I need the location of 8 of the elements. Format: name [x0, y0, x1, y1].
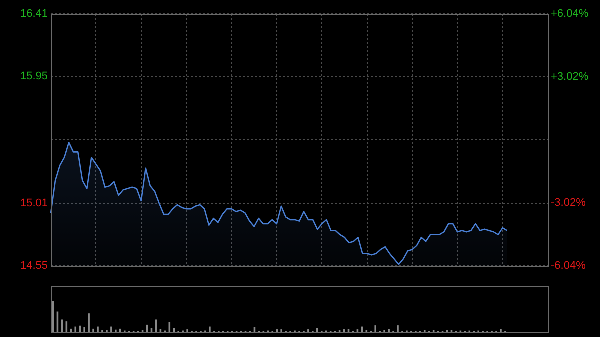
y-tick-label: 16.41	[20, 8, 48, 20]
y2-tick-label: +3.02%	[551, 71, 589, 84]
y-tick-label: 15.01	[20, 198, 48, 210]
y2-tick-label: -3.02%	[551, 197, 586, 210]
y2-tick-label: -6.04%	[551, 260, 586, 272]
y2-tick-label: +6.04%	[551, 8, 589, 20]
y-tick-label: 14.55	[20, 260, 48, 272]
y-tick-label: 15.95	[20, 70, 48, 82]
